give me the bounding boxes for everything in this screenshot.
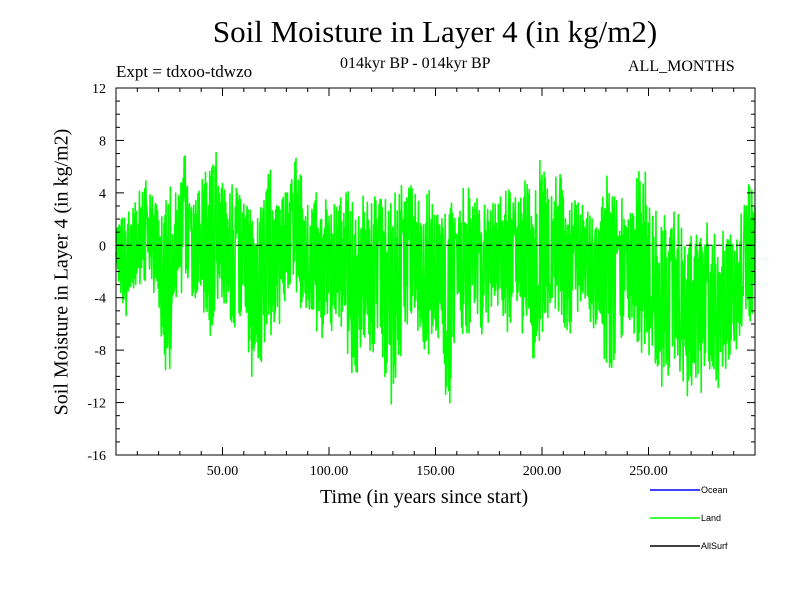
y-tick-label: 0 <box>99 239 106 254</box>
x-tick-label: 100.00 <box>310 464 349 479</box>
x-axis-title: Time (in years since start) <box>320 486 529 508</box>
y-tick-label: 4 <box>99 187 106 202</box>
y-tick-label: -12 <box>87 397 106 412</box>
x-tick-label: 150.00 <box>416 464 455 479</box>
legend-label-land: Land <box>701 513 721 523</box>
chart-title: Soil Moisture in Layer 4 (in kg/m2) <box>212 14 658 49</box>
y-tick-label: 12 <box>92 82 106 97</box>
y-tick-label: -16 <box>87 449 106 464</box>
legend-label-ocean: Ocean <box>701 485 728 495</box>
y-tick-label: -8 <box>94 344 106 359</box>
legend-label-allsurf: AllSurf <box>701 541 728 551</box>
series-layer <box>115 151 756 405</box>
legend: Ocean Land AllSurf <box>650 485 728 551</box>
series-line-land <box>115 151 756 405</box>
ticks-layer: 50.00 100.00 150.00 200.00 250.00 12 8 4 0 -4 -8 -1… <box>87 82 755 479</box>
period-label: 014kyr BP - 014kyr BP <box>340 55 491 72</box>
y-tick-label: 8 <box>99 134 106 149</box>
x-tick-label: 200.00 <box>523 464 562 479</box>
x-tick-label: 50.00 <box>207 464 239 479</box>
y-tick-label: -4 <box>94 292 106 307</box>
x-tick-label: 250.00 <box>629 464 668 479</box>
experiment-label: Expt = tdxoo-tdwzo <box>116 62 253 81</box>
months-label: ALL_MONTHS <box>628 58 735 75</box>
